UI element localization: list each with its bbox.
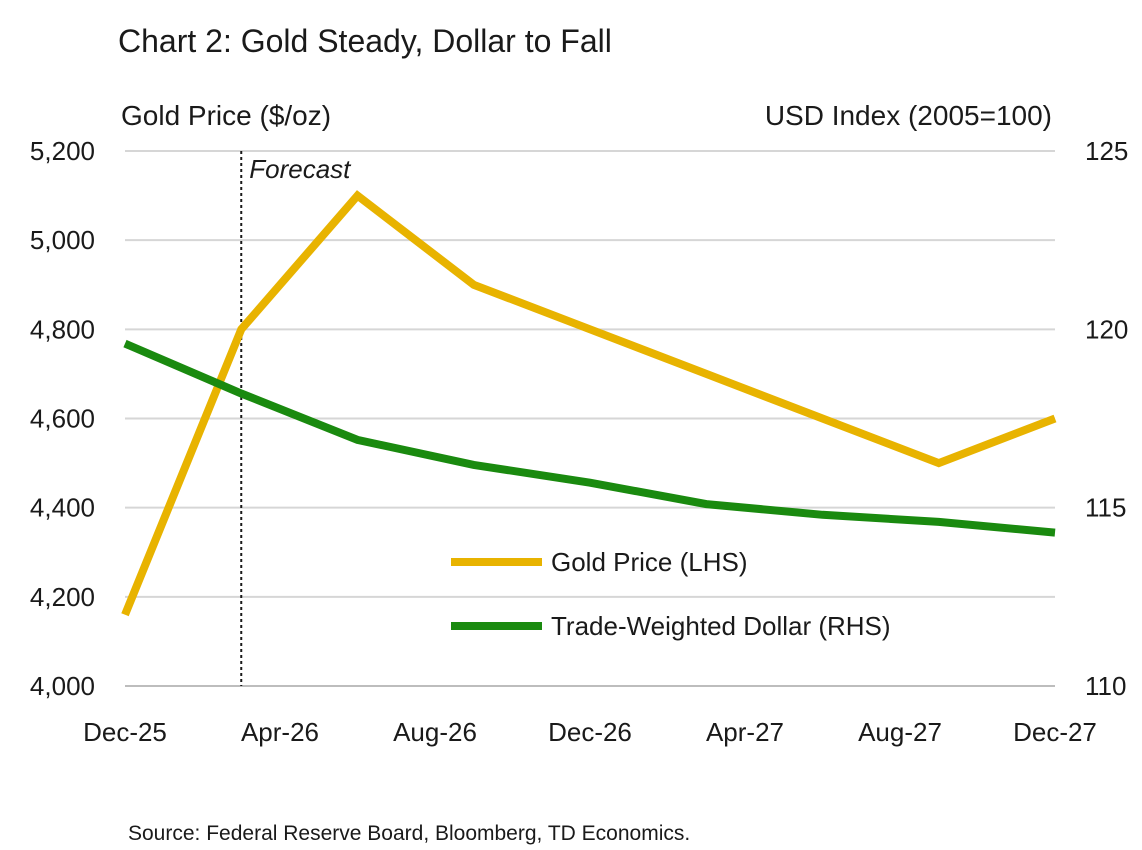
x-tick-label: Dec-26 bbox=[548, 717, 632, 747]
chart-title: Chart 2: Gold Steady, Dollar to Fall bbox=[118, 23, 612, 59]
x-tick-label: Apr-27 bbox=[706, 717, 784, 747]
x-tick-label: Dec-27 bbox=[1013, 717, 1097, 747]
x-axis-ticks: Dec-25 Apr-26 Aug-26 Dec-26 Apr-27 Aug-27 Dec-… bbox=[83, 717, 1097, 747]
x-tick-label: Aug-27 bbox=[858, 717, 942, 747]
left-tick-label: 4,600 bbox=[30, 404, 95, 434]
forecast-annotation: Forecast bbox=[240, 151, 352, 686]
left-tick-label: 4,800 bbox=[30, 314, 95, 344]
left-tick-label: 4,200 bbox=[30, 582, 95, 612]
right-tick-label: 110 bbox=[1085, 671, 1126, 701]
right-tick-label: 115 bbox=[1085, 493, 1126, 523]
left-axis-title: Gold Price ($/oz) bbox=[121, 100, 331, 131]
right-tick-label: 125 bbox=[1085, 136, 1128, 166]
left-tick-label: 5,200 bbox=[30, 136, 95, 166]
legend-label-gold: Gold Price (LHS) bbox=[551, 547, 748, 577]
x-tick-label: Aug-26 bbox=[393, 717, 477, 747]
series-lines bbox=[121, 190, 1057, 617]
x-tick-label: Apr-26 bbox=[241, 717, 319, 747]
right-axis-title: USD Index (2005=100) bbox=[765, 100, 1052, 131]
left-tick-label: 5,000 bbox=[30, 225, 95, 255]
x-tick-label: Dec-25 bbox=[83, 717, 167, 747]
forecast-label: Forecast bbox=[249, 154, 352, 184]
gridlines bbox=[125, 150, 1055, 687]
trade-weighted-dollar-line bbox=[123, 339, 1056, 537]
right-axis-ticks: 110 115 120 125 bbox=[1085, 136, 1128, 701]
source-note: Source: Federal Reserve Board, Bloomberg… bbox=[128, 822, 690, 845]
left-axis-ticks: 4,000 4,200 4,400 4,600 4,800 5,000 5,200 bbox=[30, 136, 95, 701]
left-tick-label: 4,000 bbox=[30, 671, 95, 701]
right-tick-label: 120 bbox=[1085, 314, 1128, 344]
left-tick-label: 4,400 bbox=[30, 493, 95, 523]
legend: Gold Price (LHS) Trade-Weighted Dollar (… bbox=[451, 547, 891, 641]
legend-label-dollar: Trade-Weighted Dollar (RHS) bbox=[551, 611, 891, 641]
